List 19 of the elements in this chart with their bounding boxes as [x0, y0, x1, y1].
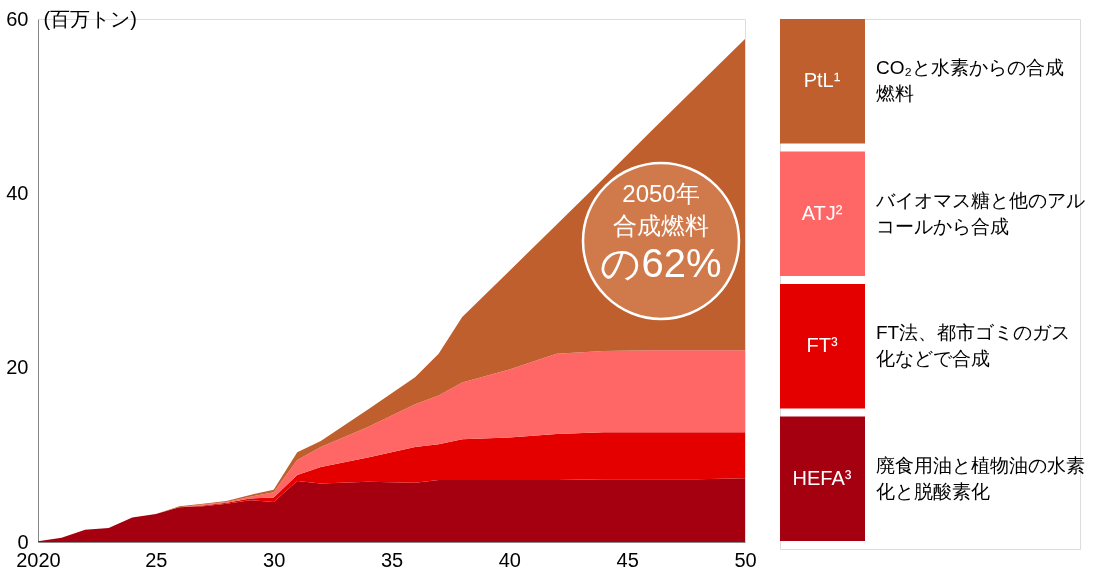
text: HEFA³ [792, 466, 852, 489]
x-tick-label: 35 [380, 548, 404, 571]
text: バイオマス糖と他のアルコールから合成 [875, 189, 1085, 237]
text: CO₂と水素からの合成燃料 [876, 57, 1064, 105]
x-tick-label: 30 [263, 548, 286, 571]
x-tick-label: 45 [616, 548, 639, 571]
y-axis-title: (百万トン) [43, 7, 137, 30]
text: ATJ² [801, 201, 843, 224]
text: FT法、都市ゴミのガス化などで合成 [876, 322, 1071, 370]
x-tick-label: 25 [145, 548, 168, 571]
y-tick-label: 20 [6, 356, 29, 379]
y-tick-label: 40 [6, 181, 29, 204]
annotation: 2050年合成燃料の62% [600, 180, 722, 285]
x-tick-label: 40 [498, 548, 521, 571]
text: PtL¹ [803, 69, 841, 92]
text: FT³ [806, 334, 838, 357]
x-tick-label: 50 [734, 548, 757, 571]
y-tick-label: 60 [6, 7, 29, 30]
text: 廃食用油と植物油の水素化と脱酸素化 [876, 454, 1085, 502]
